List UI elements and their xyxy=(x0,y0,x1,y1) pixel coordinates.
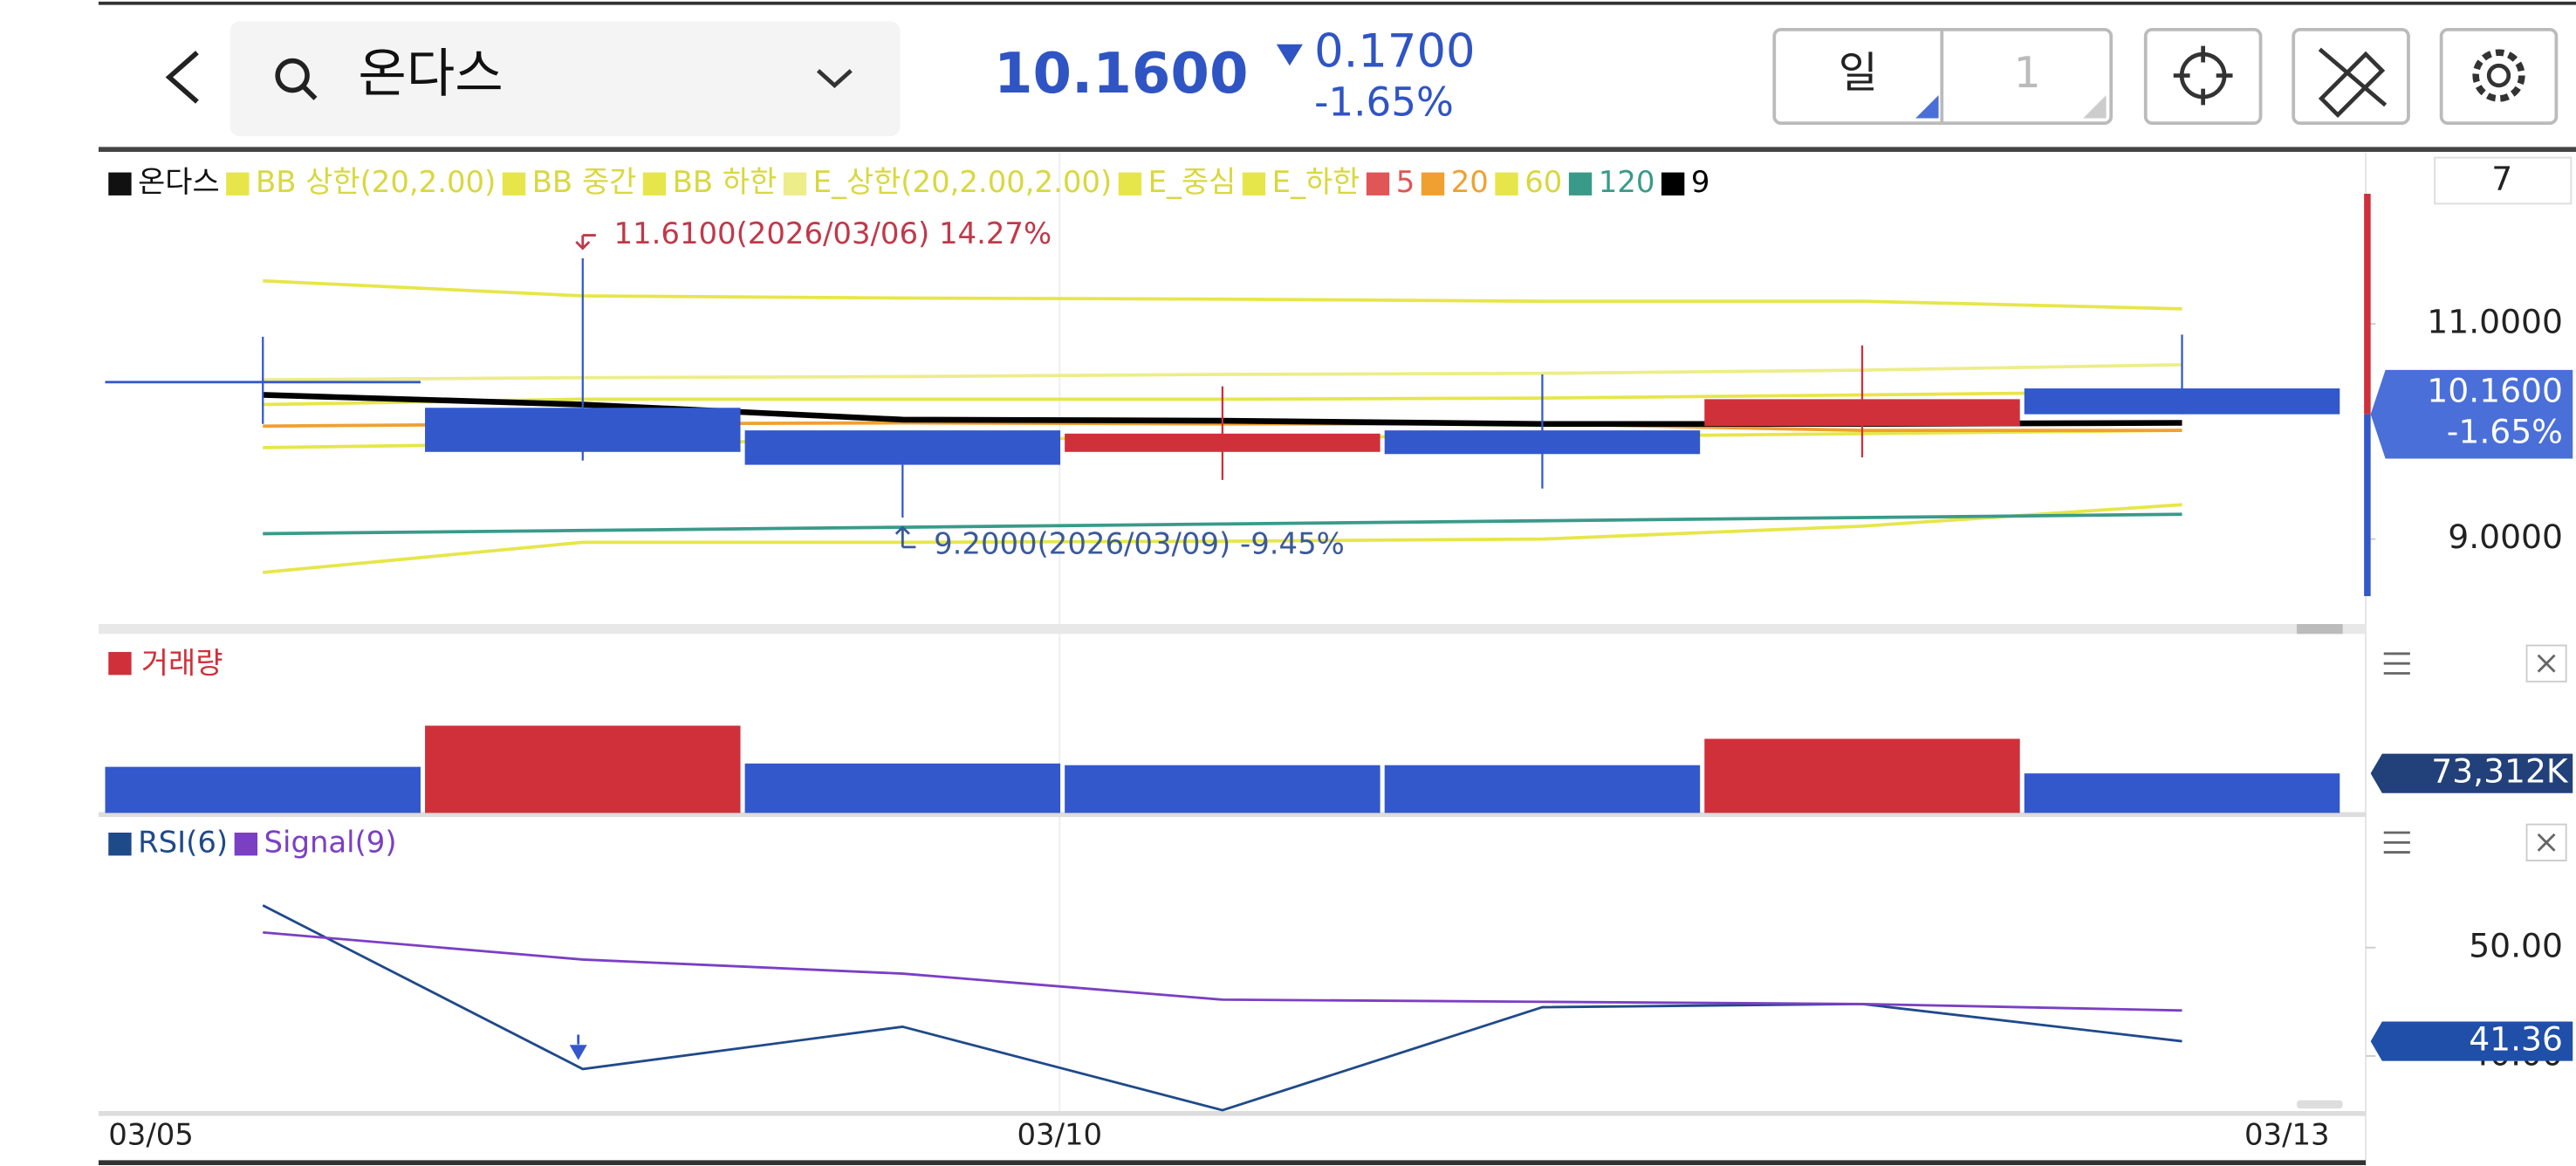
indicator-line xyxy=(263,503,2182,574)
current-price: 10.1600 xyxy=(2427,372,2563,410)
search-box[interactable] xyxy=(230,21,901,137)
x-tick-label: 03/05 xyxy=(108,1118,194,1152)
menu-icon[interactable] xyxy=(2383,831,2410,854)
legend-swatch xyxy=(108,172,132,195)
volume-bar xyxy=(2024,773,2340,813)
legend-label: 9 xyxy=(1691,165,1710,199)
y-tick-label: 11.0000 xyxy=(2427,303,2563,341)
crosshair-icon xyxy=(2173,45,2233,106)
legend-label: RSI(6) xyxy=(138,826,228,860)
legend-swatch xyxy=(1118,172,1142,195)
change-pct: -1.65% xyxy=(1314,79,1454,125)
indicator-line xyxy=(263,512,2182,536)
range-bar-up xyxy=(2364,194,2371,415)
top-label: 7 xyxy=(2491,159,2512,197)
resize-handle[interactable] xyxy=(2296,624,2343,634)
legend-swatch xyxy=(502,172,526,195)
candle-body xyxy=(744,430,1061,465)
volume-bar xyxy=(1704,738,2020,813)
legend-label: 온다스 xyxy=(138,165,219,199)
legend-label: E_상한(20,2.00,2.00) xyxy=(813,165,1113,199)
volume-title: 거래량 xyxy=(141,647,223,681)
legend-label: E_하한 xyxy=(1272,165,1360,199)
legend-label: Signal(9) xyxy=(264,826,397,860)
candle-body xyxy=(425,408,741,452)
volume-bar xyxy=(744,763,1061,813)
indicator-line xyxy=(263,930,2182,1012)
search-icon xyxy=(302,85,318,100)
close-icon xyxy=(2537,833,2556,852)
price: 10.1600 xyxy=(994,42,1249,106)
legend-swatch xyxy=(226,172,250,195)
volume-label: 73,312K xyxy=(2431,752,2569,791)
x-tick-label: 03/13 xyxy=(2244,1118,2330,1152)
legend-label: BB 상한(20,2.00) xyxy=(256,165,496,199)
panel-separator xyxy=(98,624,2367,634)
period-count[interactable]: 1 xyxy=(2014,48,2041,98)
corner-mark xyxy=(1915,95,1939,119)
high-annotation: 11.6100(2026/03/06) 14.27% xyxy=(614,216,1052,250)
volume-bar xyxy=(425,725,741,813)
legend-swatch xyxy=(642,172,667,195)
close-icon xyxy=(2537,654,2556,673)
low-marker xyxy=(894,525,916,549)
legend-label: 60 xyxy=(1524,165,1562,199)
legend-swatch xyxy=(1495,172,1518,195)
period-button[interactable]: 일 xyxy=(1839,48,1878,98)
legend-swatch xyxy=(108,833,132,856)
legend-swatch xyxy=(1421,172,1445,195)
settings-button[interactable] xyxy=(2439,27,2559,126)
range-bar-down xyxy=(2364,414,2371,597)
settings-icon xyxy=(2472,49,2525,102)
legend-label: BB 중간 xyxy=(532,165,637,199)
volume-bar xyxy=(105,766,421,813)
legend-swatch xyxy=(108,652,132,676)
y-tick-label: 50.00 xyxy=(2469,926,2563,964)
legend-swatch xyxy=(1568,172,1593,195)
low-annotation: 9.2000(2026/03/09) -9.45% xyxy=(934,526,1345,560)
candle-body xyxy=(2024,388,2340,415)
current-price-box xyxy=(2370,369,2573,459)
volume-bar xyxy=(1065,765,1380,813)
volume-label-box xyxy=(2370,753,2573,793)
crosshair-button[interactable] xyxy=(2143,27,2263,126)
legend-label: 5 xyxy=(1396,165,1415,199)
rsi-label: 41.36 xyxy=(2469,1020,2563,1059)
candle-body xyxy=(105,381,421,384)
x-tick-label: 03/10 xyxy=(1017,1118,1103,1152)
legend-swatch xyxy=(783,172,807,195)
rsi-label-box xyxy=(2370,1021,2573,1061)
legend-label: 20 xyxy=(1451,165,1489,199)
search-text: 온다스 xyxy=(358,44,503,105)
high-marker xyxy=(575,234,596,250)
menu-icon[interactable] xyxy=(2383,652,2410,675)
draw-off-icon xyxy=(2318,47,2388,119)
candle-body xyxy=(1704,399,2020,427)
y-tick-label: 9.0000 xyxy=(2448,518,2563,556)
candle-body xyxy=(1384,430,1701,455)
resize-handle[interactable] xyxy=(2296,1100,2343,1109)
search-icon xyxy=(275,58,310,93)
legend-label: 120 xyxy=(1599,165,1655,199)
top-label-box xyxy=(2434,156,2573,205)
legend-swatch xyxy=(234,833,258,856)
signal-arrow xyxy=(569,1034,587,1060)
legend-swatch xyxy=(1242,172,1266,195)
change: 0.1700 xyxy=(1314,25,1475,79)
candle-body xyxy=(1065,433,1380,452)
legend-swatch xyxy=(1366,172,1390,195)
down-triangle xyxy=(1276,44,1303,66)
settings-icon xyxy=(2486,63,2511,88)
current-pct: -1.65% xyxy=(2447,413,2563,451)
volume-bar xyxy=(1384,765,1701,813)
legend-label: E_중심 xyxy=(1148,165,1237,199)
legend-swatch xyxy=(1661,172,1685,195)
corner-mark xyxy=(2083,95,2107,119)
legend-label: BB 하한 xyxy=(673,165,778,199)
back-button[interactable] xyxy=(165,51,199,104)
dropdown-icon[interactable] xyxy=(816,69,853,89)
